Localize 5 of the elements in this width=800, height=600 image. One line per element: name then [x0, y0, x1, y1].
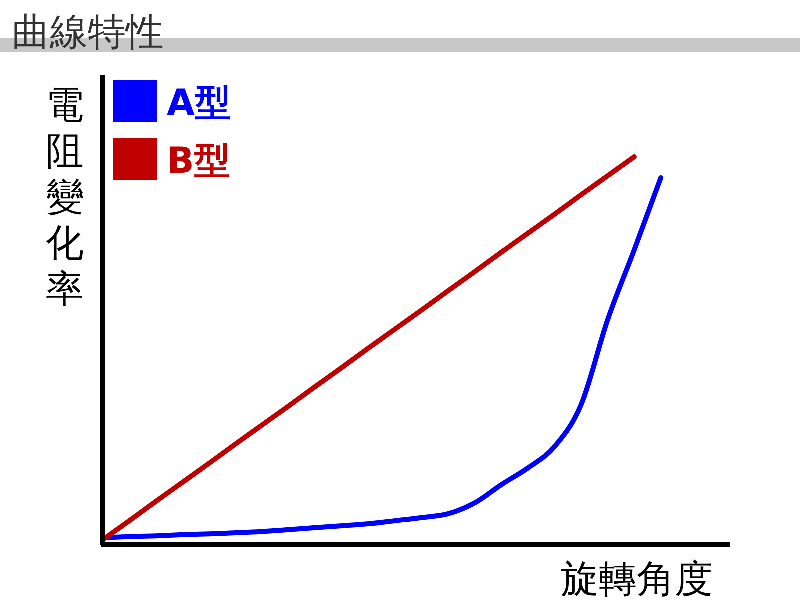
legend-label: B型 — [167, 141, 230, 182]
y-axis-title: 電阻變化率 — [46, 83, 84, 311]
legend-label: A型 — [167, 83, 231, 124]
chart-title: 曲線特性 — [12, 10, 164, 54]
x-axis-title: 旋轉角度 — [561, 557, 713, 600]
